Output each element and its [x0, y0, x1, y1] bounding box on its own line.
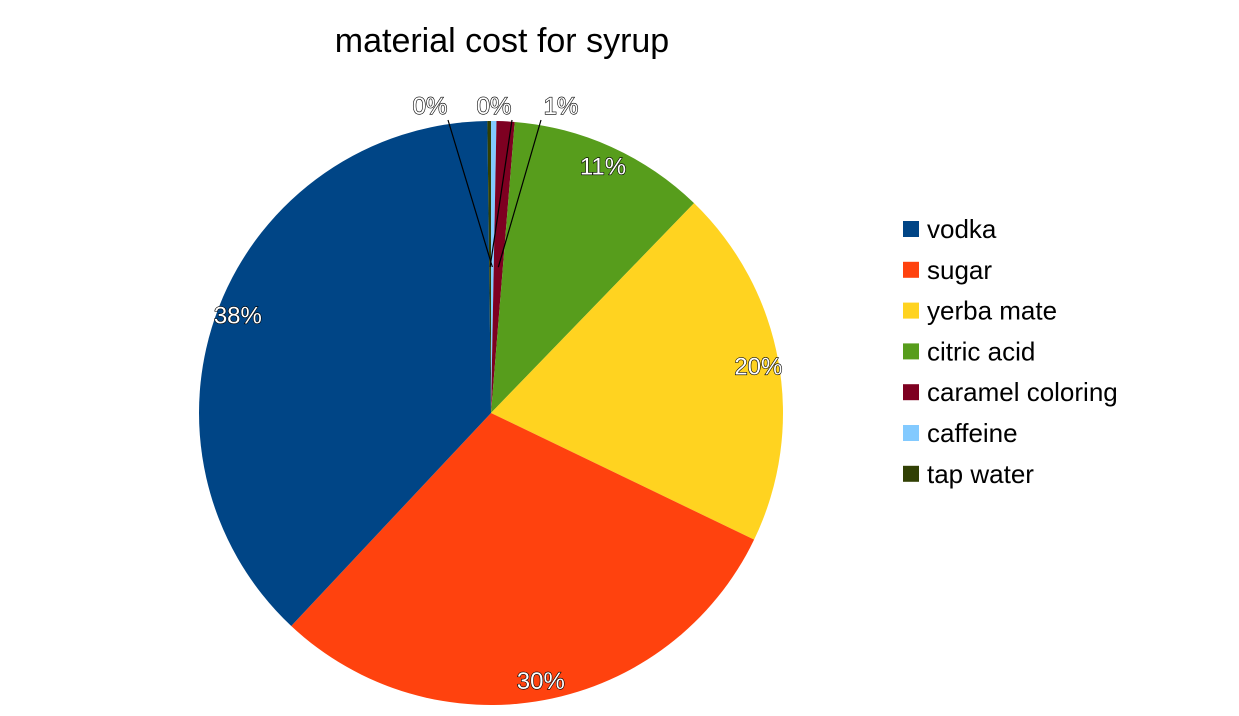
- slice-label-sugar: 30%: [517, 668, 565, 695]
- legend-label-tap-water: tap water: [927, 459, 1034, 489]
- legend-label-yerba-mate: yerba mate: [927, 296, 1057, 326]
- slice-label-vodka: 38%: [214, 303, 262, 330]
- slice-yerba-mate: [491, 203, 784, 540]
- leader-line-caffeine: [447, 119, 493, 268]
- slice-labels: 0% 1% 11% 20% 30% 38% 0%: [213, 92, 783, 695]
- legend-label-caramel-coloring: caramel coloring: [927, 377, 1118, 407]
- legend-label-vodka: vodka: [927, 214, 997, 244]
- chart-title: material cost for syrup: [335, 22, 669, 60]
- legend-swatch-citric-acid: [903, 343, 919, 360]
- slice-tap-water: [487, 120, 491, 414]
- slice-label-tap-water: 0%: [477, 93, 512, 120]
- legend-label-caffeine: caffeine: [927, 418, 1018, 448]
- slice-caramel-coloring: [491, 121, 515, 414]
- leader-line-tap-water: [489, 119, 513, 268]
- slice-citric-acid: [491, 121, 695, 414]
- legend-swatch-vodka: [903, 221, 919, 237]
- legend-swatch-caffeine: [903, 425, 919, 441]
- legend: vodka sugar yerba mate citric acid caramel c…: [903, 214, 1118, 489]
- slice-label-citric-acid: 11%: [580, 154, 626, 181]
- slice-caffeine: [491, 120, 497, 413]
- slice-label-caramel-coloring: 1%: [544, 93, 579, 120]
- leader-lines: [447, 119, 542, 268]
- legend-label-sugar: sugar: [927, 255, 992, 285]
- legend-swatch-yerba-mate: [903, 302, 919, 319]
- slice-label-caffeine: 0%: [413, 93, 448, 120]
- leader-line-caramel-coloring: [497, 119, 542, 268]
- pie-slices: [199, 120, 784, 705]
- legend-label-citric-acid: citric acid: [927, 336, 1035, 366]
- legend-swatch-tap-water: [903, 465, 919, 482]
- slice-label-yerba-mate: 20%: [734, 353, 782, 380]
- slice-sugar: [291, 413, 755, 705]
- legend-swatch-sugar: [903, 261, 919, 278]
- slice-vodka: [199, 121, 491, 626]
- legend-swatch-caramel-coloring: [903, 384, 919, 401]
